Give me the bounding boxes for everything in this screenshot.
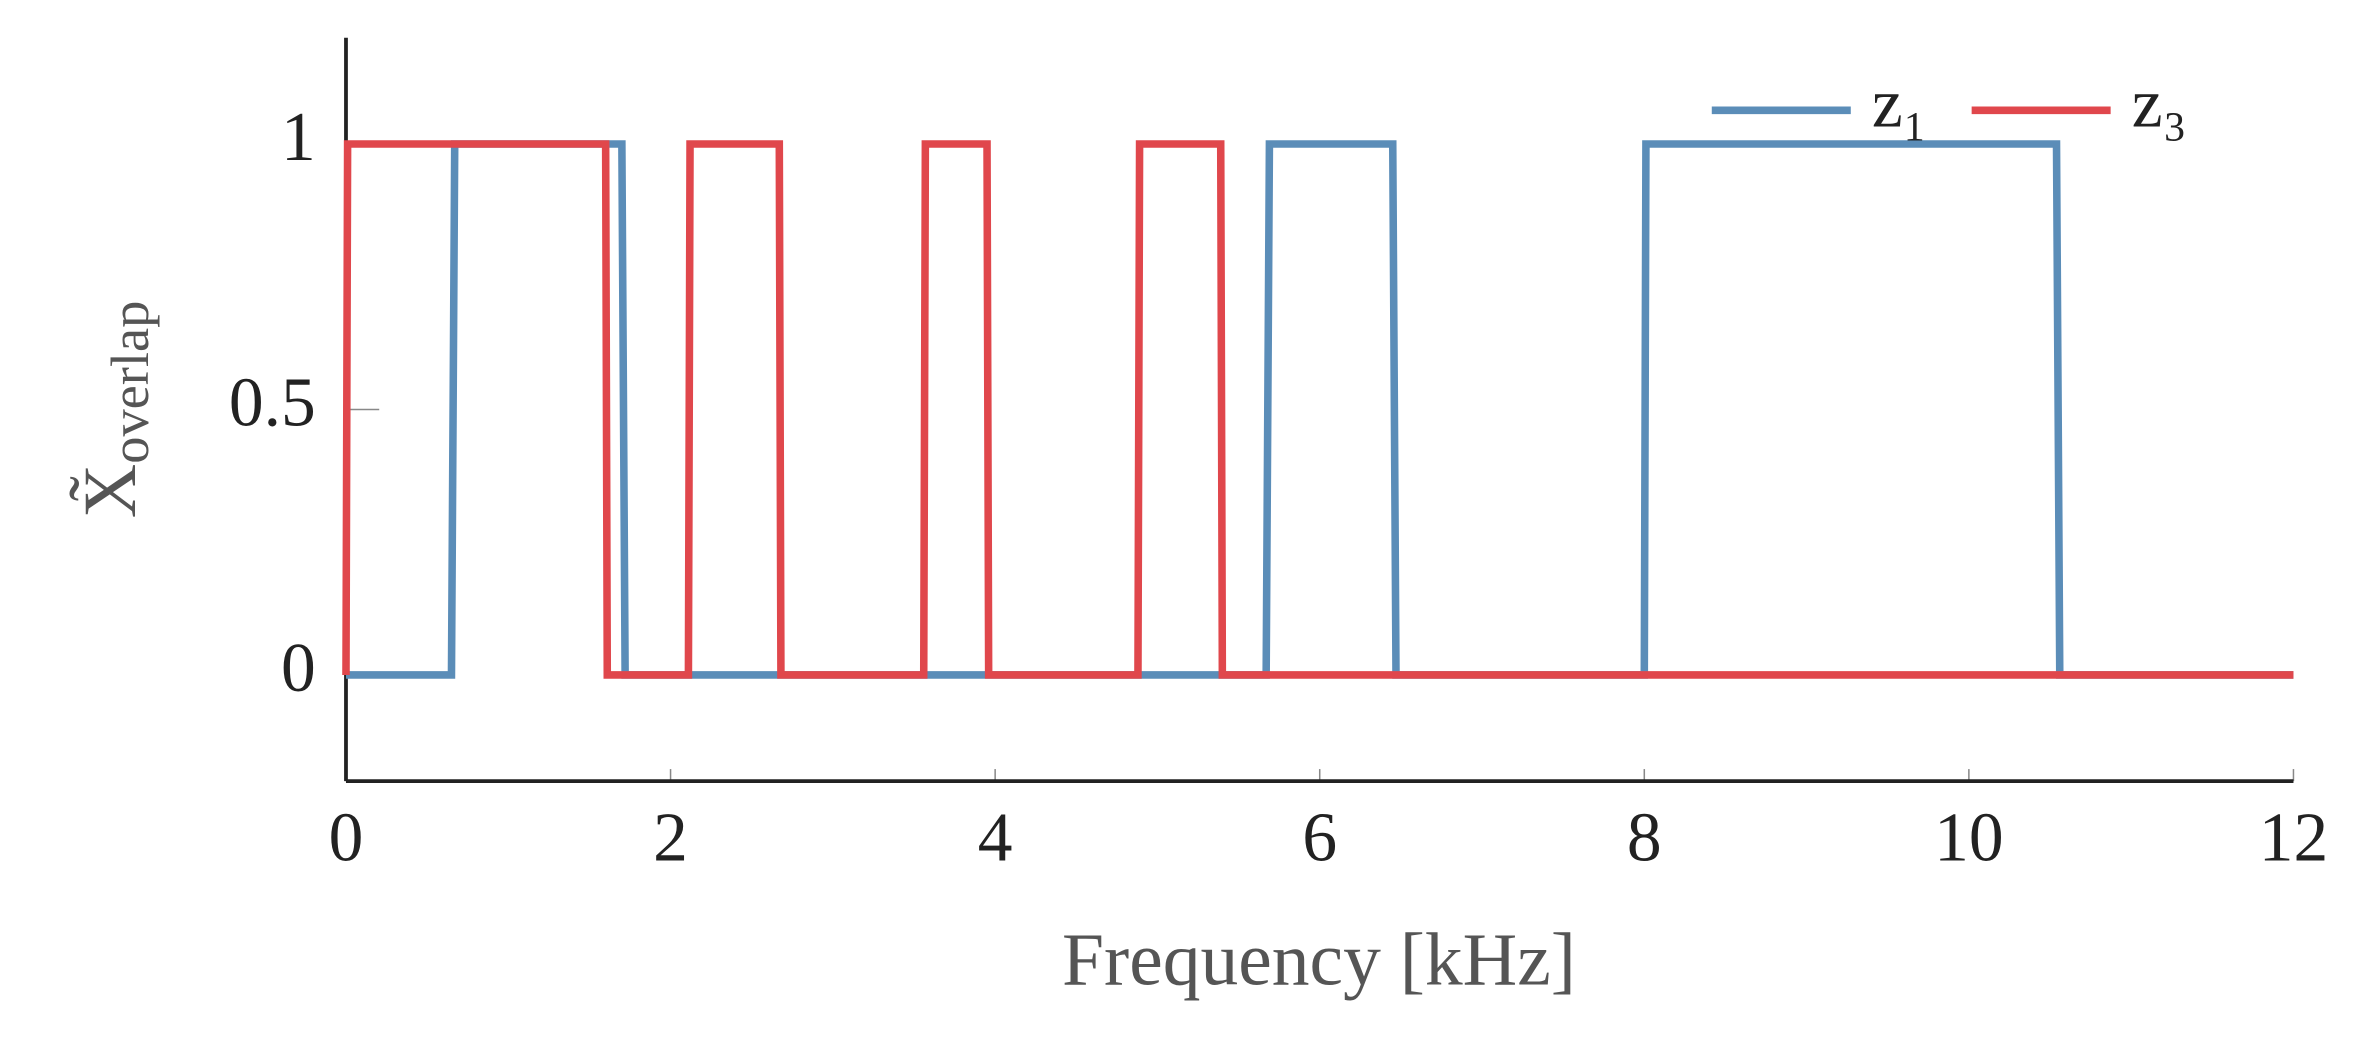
x-tick-label: 12 bbox=[2259, 800, 2328, 877]
x-axis-label: Frequency [kHz] bbox=[1062, 918, 1576, 1001]
x-tick-label: 2 bbox=[653, 800, 688, 877]
y-axis-label: X̃overlap bbox=[68, 301, 160, 519]
y-tick-label: 0 bbox=[281, 630, 316, 707]
y-axis-label-sub: overlap bbox=[100, 301, 160, 464]
x-tick-label: 10 bbox=[1934, 800, 2003, 877]
x-tick-label: 8 bbox=[1627, 800, 1662, 877]
y-tick-label: 0.5 bbox=[229, 364, 316, 441]
x-tick-label: 0 bbox=[329, 800, 364, 877]
legend-label: z₃ bbox=[2132, 65, 2187, 142]
legend-label: z₁ bbox=[1872, 65, 1927, 142]
series-line bbox=[342, 140, 2294, 679]
y-tick-label: 1 bbox=[281, 99, 316, 176]
y-axis-label-main: X̃ bbox=[68, 464, 152, 519]
series-line bbox=[345, 140, 2294, 679]
x-tick-label: 4 bbox=[978, 800, 1013, 877]
x-tick-label: 6 bbox=[1302, 800, 1337, 877]
